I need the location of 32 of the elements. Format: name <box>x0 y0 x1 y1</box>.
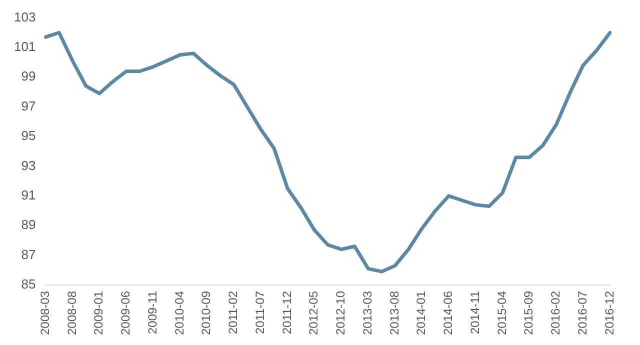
x-tick-label: 2016-07 <box>575 290 590 336</box>
x-tick-label: 2009-06 <box>118 290 133 336</box>
x-tick-label: 2014-01 <box>414 290 428 336</box>
x-tick-label: 2010-04 <box>172 290 186 336</box>
x-tick-label: 2012-05 <box>306 290 321 336</box>
x-tick-label: 2014-11 <box>468 290 482 334</box>
x-tick-label: 2014-06 <box>441 290 456 336</box>
x-tick-label: 2013-03 <box>360 290 374 336</box>
y-tick-label: 91 <box>21 187 36 202</box>
y-tick-label: 99 <box>21 68 36 84</box>
y-tick-label: 97 <box>21 98 36 114</box>
x-tick-label: 2009-11 <box>145 290 160 334</box>
x-tick-label: 2010-09 <box>199 290 214 336</box>
y-tick-label: 89 <box>21 217 36 232</box>
y-tick-label: 95 <box>21 128 36 144</box>
x-tick-label: 2015-09 <box>522 290 536 336</box>
x-tick-label: 2016-02 <box>548 290 563 336</box>
x-tick-label: 2012-10 <box>334 290 348 336</box>
x-tick-label: 2008-08 <box>64 290 79 336</box>
y-tick-label: 93 <box>21 158 36 173</box>
x-tick-label: 2011-02 <box>226 290 240 334</box>
y-tick-label: 87 <box>21 246 36 262</box>
x-tick-label: 2011-07 <box>252 290 267 334</box>
x-tick-label: 2009-01 <box>92 290 106 336</box>
y-tick-label: 101 <box>14 39 36 54</box>
y-tick-label: 103 <box>14 9 36 24</box>
x-tick-label: 2008-03 <box>38 290 52 336</box>
x-tick-label: 2013-08 <box>387 290 402 336</box>
x-tick-label: 2011-12 <box>280 290 294 334</box>
y-tick-label: 85 <box>21 276 36 292</box>
x-tick-label: 2016-12 <box>602 290 616 336</box>
x-tick-label: 2015-04 <box>494 290 509 336</box>
